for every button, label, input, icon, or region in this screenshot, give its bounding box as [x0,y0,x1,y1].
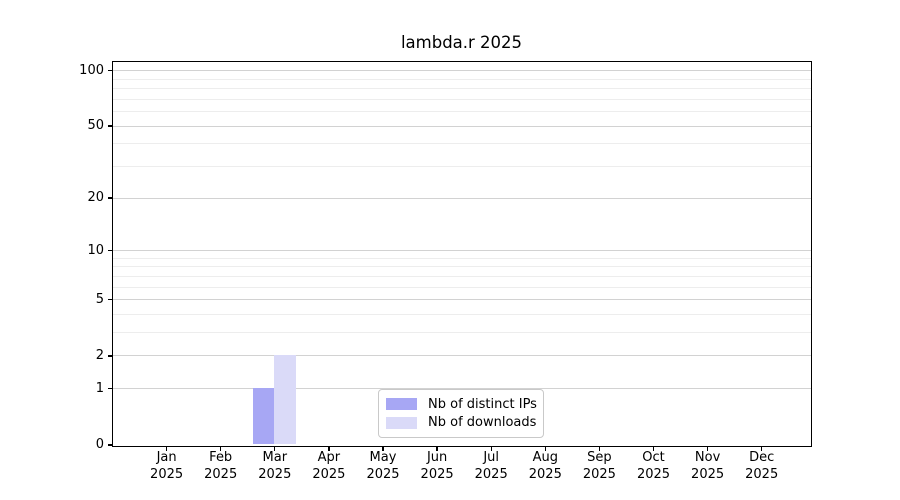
y-tick-mark [108,355,113,357]
major-gridline [112,70,811,72]
x-tick-mark [220,446,222,451]
x-tick-year: 2025 [312,466,346,482]
y-tick-label: 2 [95,347,104,363]
y-tick-mark [108,249,113,252]
x-tick-mark [761,446,763,451]
legend-swatch [386,397,417,411]
major-gridline [112,388,811,390]
plot-area [111,60,812,447]
x-tick-year: 2025 [636,466,671,482]
x-tick-mark [274,446,276,451]
x-tick-label: Jan 2025 [137,450,197,483]
x-tick-month: Oct [642,450,665,465]
x-tick-month: Sep [587,450,612,465]
x-tick-mark [490,446,492,451]
x-tick-label: Jul 2025 [461,450,521,483]
x-tick-month: Aug [532,450,558,465]
minor-gridline [112,314,811,315]
x-tick-year: 2025 [204,466,238,482]
x-tick-label: Apr 2025 [299,450,359,483]
x-tick-mark [706,446,709,451]
x-tick-month: May [369,450,397,465]
x-tick-month: Feb [209,450,233,465]
x-tick-label: Oct 2025 [624,450,684,483]
major-gridline [112,197,811,199]
y-tick-label: 20 [87,190,104,206]
x-tick-label: Dec 2025 [732,450,792,483]
y-tick-mark [108,444,113,446]
major-gridline [112,125,811,127]
x-tick-year: 2025 [420,466,454,482]
x-tick-month: Apr [317,450,341,465]
x-tick-year: 2025 [258,466,292,482]
x-tick-year: 2025 [691,466,725,482]
major-gridline [112,355,811,357]
minor-gridline [112,78,811,80]
x-tick-year: 2025 [150,466,184,482]
y-tick-label: 100 [79,62,104,78]
x-tick-year: 2025 [745,466,779,482]
x-tick-month: Dec [749,450,775,465]
legend-row: Nb of downloads [386,415,537,431]
y-tick-mark [108,299,113,301]
x-tick-month: Jan [156,450,177,465]
minor-gridline [112,143,811,145]
legend-label: Nb of downloads [428,415,537,431]
minor-gridline [112,286,811,288]
x-tick-month: Jul [483,450,500,465]
minor-gridline [112,88,811,90]
y-tick-label: 1 [95,380,104,396]
bar-nb-of-distinct-ips [252,388,275,445]
y-tick-label: 0 [95,437,104,452]
x-tick-label: Mar 2025 [245,450,305,483]
x-tick-label: Aug 2025 [515,450,575,483]
x-tick-label: May 2025 [353,450,413,483]
bar-nb-of-downloads [274,355,296,445]
x-tick-mark [165,446,168,451]
x-tick-year: 2025 [474,466,508,482]
y-tick-mark [108,197,113,199]
minor-gridline [112,266,811,268]
major-gridline [112,299,811,301]
chart-title: lambda.r 2025 [400,33,523,52]
legend-label: Nb of distinct IPs [428,396,537,412]
x-tick-label: Sep 2025 [569,450,629,483]
minor-gridline [112,166,811,167]
minor-gridline [112,98,811,100]
minor-gridline [112,111,811,113]
x-tick-mark [328,446,330,451]
x-tick-mark [598,446,601,451]
minor-gridline [112,275,811,277]
y-tick-label: 50 [87,118,104,134]
y-tick-mark [108,388,113,390]
x-tick-year: 2025 [528,466,562,482]
major-gridline [112,250,811,251]
x-tick-month: Nov [694,450,721,465]
y-tick-label: 10 [87,242,104,258]
x-tick-year: 2025 [582,466,616,482]
minor-gridline [112,257,811,259]
x-tick-month: Jun [426,450,448,465]
y-tick-label: 5 [95,291,104,307]
x-tick-year: 2025 [366,466,400,482]
x-tick-mark [544,446,546,451]
legend-swatch [386,416,417,430]
minor-gridline [112,332,811,334]
x-tick-mark [382,446,384,451]
x-tick-label: Nov 2025 [678,450,738,483]
legend-row: Nb of distinct IPs [386,396,537,412]
y-tick-mark [108,70,113,72]
x-tick-label: Feb 2025 [191,450,251,483]
x-tick-mark [436,446,438,451]
x-tick-month: Mar [262,450,288,465]
x-tick-label: Jun 2025 [407,450,467,483]
x-tick-mark [652,446,655,451]
legend: Nb of distinct IPs Nb of downloads [378,389,544,438]
y-tick-mark [108,125,113,127]
